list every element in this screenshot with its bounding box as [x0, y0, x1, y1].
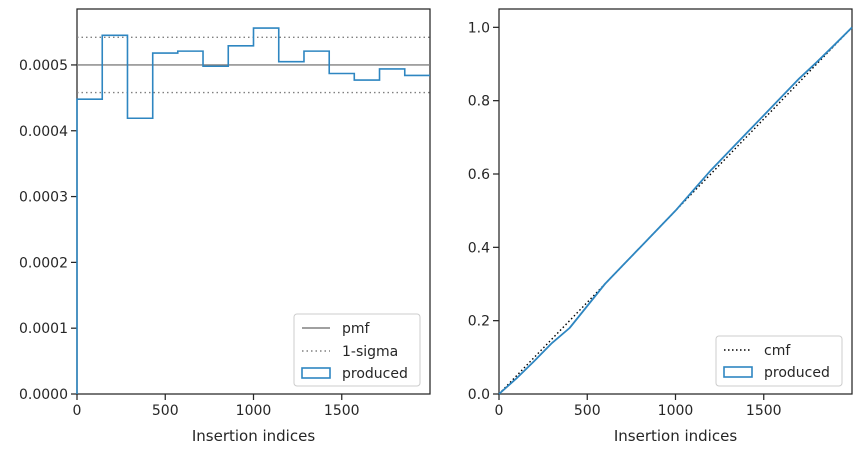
legend-produced-swatch	[723, 366, 753, 378]
y-tick-label: 0.0005	[19, 58, 68, 74]
chart-left: 0 500 1000 1500 0.0000 0.0001 0.0002 0.0003 0.00…	[19, 8, 431, 445]
x-tick-label: 1000	[236, 403, 272, 419]
x-tick-label: 500	[574, 403, 601, 419]
y-tick-label: 0.0003	[19, 190, 68, 206]
x-axis-label: Insertion indices	[192, 427, 315, 445]
y-tick-label: 0.4	[468, 240, 490, 256]
y-tick-label: 0.0001	[19, 321, 68, 337]
y-tick-label: 0.8	[468, 94, 490, 110]
produced-cumulative-line	[498, 26, 853, 395]
legend: cmf produced	[715, 335, 843, 387]
cmf-line	[498, 26, 853, 395]
histogram-step	[76, 27, 430, 394]
legend-box	[715, 335, 843, 387]
y-tick-label: 0.2	[468, 314, 490, 330]
y-tick-label: 1.0	[468, 20, 490, 36]
legend-label: produced	[764, 365, 830, 381]
y-tick-label: 0.0000	[19, 387, 68, 403]
x-tick-label: 0	[495, 403, 504, 419]
legend-label: 1-sigma	[342, 344, 398, 360]
legend-label: produced	[342, 366, 408, 382]
chart-right: 0 500 1000 1500 0.0 0.2 0.4 0.6 0.8 1.0 Insertion …	[468, 8, 853, 445]
y-tick-label: 0.0002	[19, 255, 68, 271]
x-tick-label: 1000	[658, 403, 694, 419]
x-tick-label: 1500	[324, 403, 360, 419]
x-tick-label: 500	[152, 403, 179, 419]
legend-label: cmf	[764, 343, 791, 359]
legend-produced-swatch	[301, 367, 331, 379]
y-tick-label: 0.6	[468, 167, 490, 183]
legend: pmf 1-sigma produced	[293, 313, 421, 387]
y-tick-label: 0.0	[468, 387, 490, 403]
y-tick-label: 0.0004	[19, 124, 68, 140]
x-axis-label: Insertion indices	[614, 427, 737, 445]
legend-label: pmf	[342, 321, 371, 337]
x-tick-label: 1500	[746, 403, 782, 419]
x-tick-label: 0	[73, 403, 82, 419]
